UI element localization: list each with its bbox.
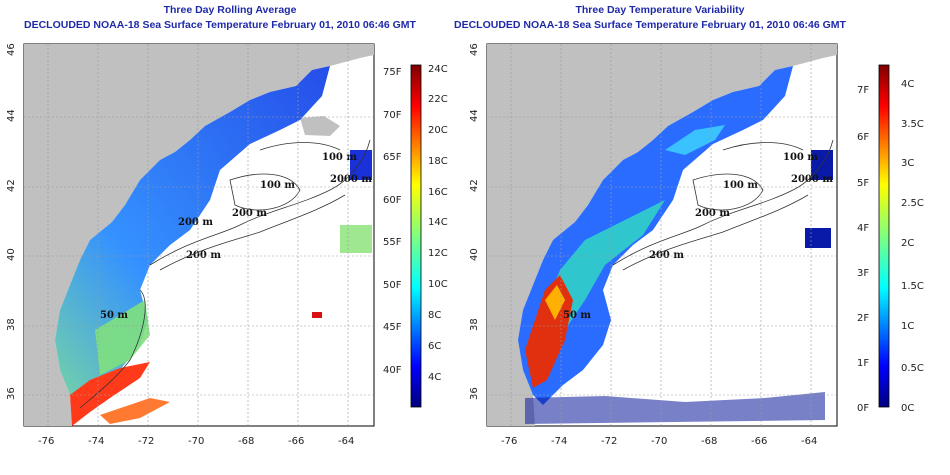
right-land — [487, 44, 837, 426]
svg-text:-76: -76 — [38, 436, 54, 447]
svg-text:65F: 65F — [383, 152, 402, 163]
svg-text:16C: 16C — [428, 187, 448, 198]
svg-text:4C: 4C — [901, 79, 914, 90]
left-x-ticks: -76 -74 -72 -70 -68 -66 -64 — [38, 436, 354, 447]
svg-text:42: 42 — [6, 179, 17, 192]
svg-text:100 m: 100 m — [783, 152, 818, 163]
svg-text:40: 40 — [469, 248, 480, 261]
svg-text:200 m: 200 m — [649, 250, 684, 261]
svg-text:6F: 6F — [857, 132, 869, 143]
svg-text:100 m: 100 m — [260, 180, 295, 191]
left-isobath-labels: 100 m 2000 m 100 m 200 m 200 m 200 m 50 … — [100, 152, 372, 321]
left-colorbar-f-labels: 75F 70F 65F 60F 55F 50F 45F 40F — [383, 67, 402, 376]
svg-text:100 m: 100 m — [322, 152, 357, 163]
left-title: Three Day Rolling Average — [163, 4, 297, 16]
left-map-panel: 100 m 2000 m 100 m 200 m 200 m 200 m 50 … — [6, 43, 448, 447]
svg-text:3.5C: 3.5C — [901, 119, 924, 130]
svg-text:22C: 22C — [428, 94, 448, 105]
svg-text:50F: 50F — [383, 280, 402, 291]
svg-text:46: 46 — [6, 43, 17, 56]
svg-text:3C: 3C — [901, 158, 914, 169]
right-isobaths — [612, 139, 834, 271]
svg-text:7F: 7F — [857, 85, 869, 96]
svg-text:-76: -76 — [501, 436, 517, 447]
right-x-ticks: -76 -74 -72 -70 -68 -66 -64 — [501, 436, 817, 447]
svg-text:4F: 4F — [857, 223, 869, 234]
svg-text:0F: 0F — [857, 403, 869, 414]
svg-text:200 m: 200 m — [186, 250, 221, 261]
svg-text:2000 m: 2000 m — [791, 174, 833, 185]
svg-text:6C: 6C — [428, 341, 441, 352]
svg-text:38: 38 — [469, 318, 480, 331]
svg-text:0C: 0C — [901, 403, 914, 414]
right-variability-shelf — [518, 66, 793, 405]
svg-text:2000 m: 2000 m — [330, 174, 372, 185]
svg-text:2C: 2C — [901, 238, 914, 249]
svg-text:-74: -74 — [551, 436, 567, 447]
right-isobath-labels: 100 m 2000 m 100 m 200 m 200 m 50 m — [563, 152, 833, 321]
svg-text:-68: -68 — [701, 436, 717, 447]
svg-text:8C: 8C — [428, 310, 441, 321]
right-colorbar — [878, 64, 890, 408]
left-isobaths — [79, 139, 371, 409]
svg-text:200 m: 200 m — [232, 208, 267, 219]
svg-text:0.5C: 0.5C — [901, 363, 924, 374]
right-colorbar-c-labels: 4C 3.5C 3C 2.5C 2C 1.5C 1C 0.5C 0C — [901, 79, 924, 414]
left-y-ticks: 46 44 42 40 38 36 — [6, 43, 17, 400]
svg-text:-70: -70 — [651, 436, 667, 447]
svg-text:100 m: 100 m — [723, 180, 758, 191]
svg-text:40: 40 — [6, 248, 17, 261]
left-subtitle: DECLOUDED NOAA-18 Sea Surface Temperatur… — [24, 19, 416, 31]
right-y-ticks: 46 44 42 40 38 36 — [469, 43, 480, 400]
svg-text:55F: 55F — [383, 237, 402, 248]
svg-text:36: 36 — [6, 387, 17, 400]
svg-text:60F: 60F — [383, 195, 402, 206]
svg-text:-64: -64 — [338, 436, 354, 447]
svg-text:-64: -64 — [801, 436, 817, 447]
svg-text:4C: 4C — [428, 372, 441, 383]
svg-text:38: 38 — [6, 318, 17, 331]
svg-text:-68: -68 — [238, 436, 254, 447]
svg-text:-70: -70 — [188, 436, 204, 447]
svg-text:2.5C: 2.5C — [901, 198, 924, 209]
svg-text:-66: -66 — [751, 436, 767, 447]
right-title: Three Day Temperature Variability — [575, 4, 745, 16]
right-subtitle: DECLOUDED NOAA-18 Sea Surface Temperatur… — [454, 19, 846, 31]
svg-text:14C: 14C — [428, 217, 448, 228]
svg-text:2F: 2F — [857, 313, 869, 324]
svg-text:36: 36 — [469, 387, 480, 400]
svg-text:1.5C: 1.5C — [901, 281, 924, 292]
svg-text:200 m: 200 m — [695, 208, 730, 219]
svg-text:50 m: 50 m — [563, 310, 591, 321]
svg-text:5F: 5F — [857, 178, 869, 189]
svg-text:18C: 18C — [428, 156, 448, 167]
svg-text:44: 44 — [6, 109, 17, 122]
svg-text:-66: -66 — [288, 436, 304, 447]
svg-text:3F: 3F — [857, 268, 869, 279]
svg-text:45F: 45F — [383, 322, 402, 333]
svg-text:70F: 70F — [383, 110, 402, 121]
svg-text:10C: 10C — [428, 279, 448, 290]
svg-text:42: 42 — [469, 179, 480, 192]
svg-text:75F: 75F — [383, 67, 402, 78]
svg-text:-74: -74 — [88, 436, 104, 447]
svg-text:1F: 1F — [857, 358, 869, 369]
svg-text:200 m: 200 m — [178, 217, 213, 228]
svg-text:46: 46 — [469, 43, 480, 56]
right-map-panel: 100 m 2000 m 100 m 200 m 200 m 50 m -76 … — [469, 43, 924, 447]
left-colorbar — [410, 64, 422, 408]
svg-text:40F: 40F — [383, 365, 402, 376]
svg-text:24C: 24C — [428, 64, 448, 75]
svg-text:50 m: 50 m — [100, 310, 128, 321]
left-land — [24, 44, 374, 426]
svg-text:12C: 12C — [428, 248, 448, 259]
svg-text:1C: 1C — [901, 321, 914, 332]
right-colorbar-f-labels: 7F 6F 5F 4F 3F 2F 1F 0F — [857, 85, 869, 414]
svg-text:20C: 20C — [428, 125, 448, 136]
left-colorbar-c-labels: 24C 22C 20C 18C 16C 14C 12C 10C 8C 6C 4C — [428, 64, 448, 383]
svg-text:44: 44 — [469, 109, 480, 122]
svg-text:-72: -72 — [601, 436, 617, 447]
svg-text:-72: -72 — [138, 436, 154, 447]
